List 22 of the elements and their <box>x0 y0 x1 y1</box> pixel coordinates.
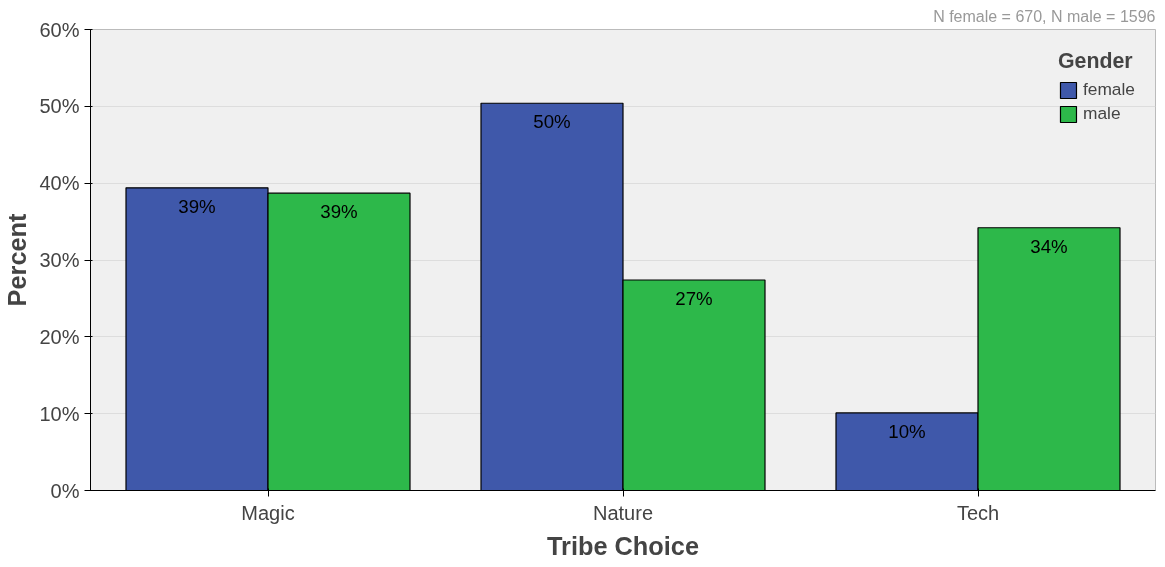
data-label: 50% <box>533 111 571 133</box>
x-tick-label: Magic <box>241 501 295 524</box>
data-label: 27% <box>675 287 713 309</box>
y-tick-label: 0% <box>50 479 80 502</box>
legend-label: female <box>1082 79 1135 100</box>
y-tick-label: 40% <box>39 172 80 195</box>
y-tick-label: 50% <box>39 95 80 118</box>
y-axis-title: Percent <box>3 212 32 307</box>
y-tick-label: 30% <box>39 249 80 271</box>
y-tick-label: 20% <box>39 325 80 348</box>
legend-title: Gender <box>1057 49 1134 74</box>
y-tick-label: 60% <box>39 18 80 41</box>
x-axis-title: Tribe Choice <box>547 531 700 560</box>
data-label: 39% <box>178 195 216 217</box>
x-tick-label: Tech <box>956 501 1000 524</box>
x-tick-label: Nature <box>592 501 654 524</box>
data-label: 39% <box>320 201 358 223</box>
text: N female = 670, N male = 1596 <box>933 7 1156 25</box>
y-tick-label: 10% <box>39 402 80 425</box>
legend-label: male <box>1082 103 1121 124</box>
data-label: 34% <box>1030 235 1068 257</box>
data-label: 10% <box>888 420 926 442</box>
